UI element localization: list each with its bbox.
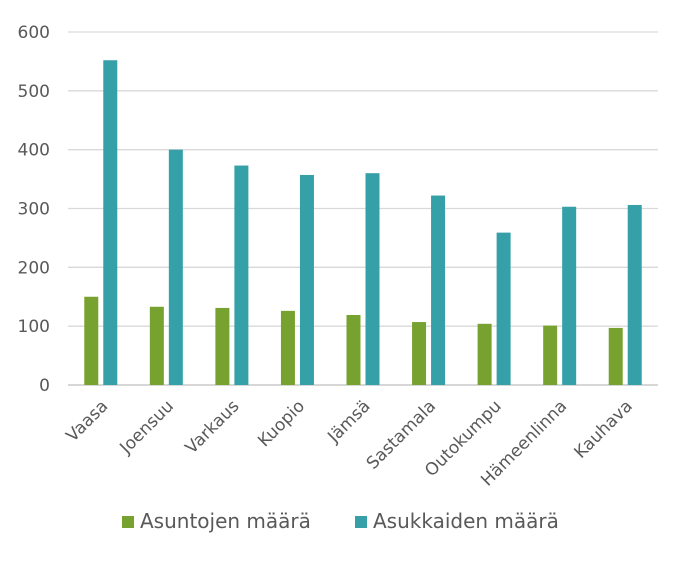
legend-swatch — [122, 516, 134, 528]
legend-item: Asuntojen määrä — [122, 509, 311, 533]
bar-asukkaiden — [627, 204, 642, 385]
bar-asuntojen — [346, 314, 361, 385]
bar-asukkaiden — [365, 173, 380, 385]
y-tick-label: 300 — [18, 200, 50, 220]
legend-item: Asukkaiden määrä — [355, 509, 559, 533]
legend-label: Asukkaiden määrä — [373, 509, 559, 533]
bar-asukkaiden — [431, 195, 446, 385]
bar-asukkaiden — [299, 174, 314, 385]
y-tick-label: 200 — [18, 258, 50, 278]
bar-asuntojen — [149, 306, 164, 385]
bar-asukkaiden — [496, 232, 511, 385]
x-tick-label: Varkaus — [182, 396, 244, 458]
legend: Asuntojen määrä Asukkaiden määrä — [122, 509, 559, 533]
gridlines — [68, 31, 658, 386]
y-tick-label: 600 — [18, 23, 50, 43]
y-tick-label: 400 — [18, 141, 50, 161]
x-tick-label: Vaasa — [63, 396, 113, 446]
bar-asuntojen — [215, 307, 230, 385]
bars — [84, 60, 642, 386]
bar-asuntojen — [84, 296, 99, 385]
y-tick-label: 0 — [39, 376, 50, 396]
x-tick-label: Jämsä — [323, 396, 374, 447]
bar-asuntojen — [412, 322, 427, 385]
bar-asuntojen — [477, 323, 492, 385]
bar-asukkaiden — [234, 165, 249, 385]
legend-swatch — [355, 516, 367, 528]
bar-asuntojen — [543, 325, 558, 385]
x-axis-labels: Vaasa Joensuu Varkaus Kuopio JämsäSastamalaO… — [63, 396, 637, 490]
y-axis-ticks: 0 100 200 300 400 500 600 — [18, 23, 50, 396]
bar-asukkaiden — [168, 149, 183, 385]
y-tick-label: 100 — [18, 317, 50, 337]
x-tick-label: Joensuu — [116, 396, 178, 458]
bar-asukkaiden — [103, 60, 118, 386]
x-tick-label: Kuopio — [254, 396, 309, 451]
legend-label: Asuntojen määrä — [140, 509, 311, 533]
bar-asuntojen — [280, 310, 295, 385]
bar-asukkaiden — [562, 206, 577, 385]
x-tick-label: Kauhava — [570, 396, 636, 462]
bar-asuntojen — [608, 327, 623, 385]
y-tick-label: 500 — [18, 82, 50, 102]
